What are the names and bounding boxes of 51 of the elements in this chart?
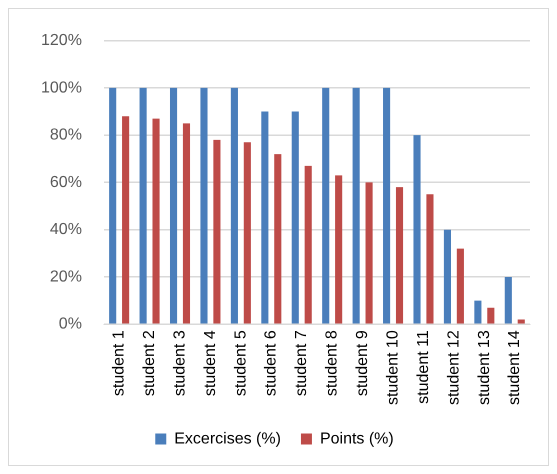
y-tick-label: 100% bbox=[41, 79, 82, 96]
y-tick-label: 0% bbox=[58, 316, 82, 333]
y-tick-label: 120% bbox=[41, 32, 82, 50]
bar bbox=[426, 194, 434, 324]
bar bbox=[274, 154, 282, 324]
x-tick-label: student 1 bbox=[110, 330, 128, 396]
x-tick-label: student 4 bbox=[202, 330, 219, 396]
y-tick-label: 80% bbox=[50, 126, 82, 144]
bar bbox=[304, 166, 312, 324]
y-tick-label: 20% bbox=[50, 268, 82, 286]
bar bbox=[383, 88, 390, 324]
bar bbox=[213, 140, 220, 324]
bar bbox=[292, 112, 299, 324]
x-tick-label: student 3 bbox=[171, 330, 188, 396]
x-tick-label: student 14 bbox=[506, 330, 524, 406]
bar bbox=[244, 142, 251, 324]
bar bbox=[352, 88, 360, 324]
bar bbox=[474, 300, 482, 324]
x-tick-label: student 7 bbox=[293, 330, 310, 396]
bar bbox=[122, 116, 130, 324]
bar bbox=[366, 182, 373, 324]
bar bbox=[140, 88, 147, 324]
y-tick-label: 40% bbox=[50, 221, 82, 238]
x-tick-label: student 13 bbox=[476, 330, 493, 406]
x-tick-label: student 2 bbox=[140, 330, 158, 396]
x-tick-label: student 6 bbox=[262, 330, 280, 396]
bar bbox=[152, 118, 160, 324]
bar bbox=[444, 230, 452, 324]
y-tick-label: 60% bbox=[50, 174, 82, 191]
x-tick-label: student 12 bbox=[445, 330, 462, 406]
bar bbox=[396, 187, 404, 324]
x-tick-label: student 11 bbox=[414, 330, 432, 404]
bar bbox=[413, 135, 421, 324]
bar bbox=[182, 123, 190, 324]
bar bbox=[200, 88, 208, 324]
bar bbox=[109, 88, 116, 324]
legend-label: Points (%) bbox=[320, 430, 394, 448]
bar bbox=[230, 88, 238, 324]
x-tick-label: student 8 bbox=[324, 330, 341, 396]
bar bbox=[487, 308, 494, 324]
x-tick-label: student 10 bbox=[384, 330, 402, 406]
bar bbox=[170, 88, 178, 324]
bar bbox=[504, 276, 512, 324]
bar bbox=[518, 320, 525, 324]
bar bbox=[322, 88, 330, 324]
bar bbox=[261, 112, 268, 324]
bar bbox=[335, 175, 342, 324]
legend-label: Excercises (%) bbox=[174, 430, 281, 448]
bar bbox=[456, 248, 464, 324]
x-tick-label: student 9 bbox=[354, 330, 372, 396]
x-tick-label: student 5 bbox=[232, 330, 250, 396]
